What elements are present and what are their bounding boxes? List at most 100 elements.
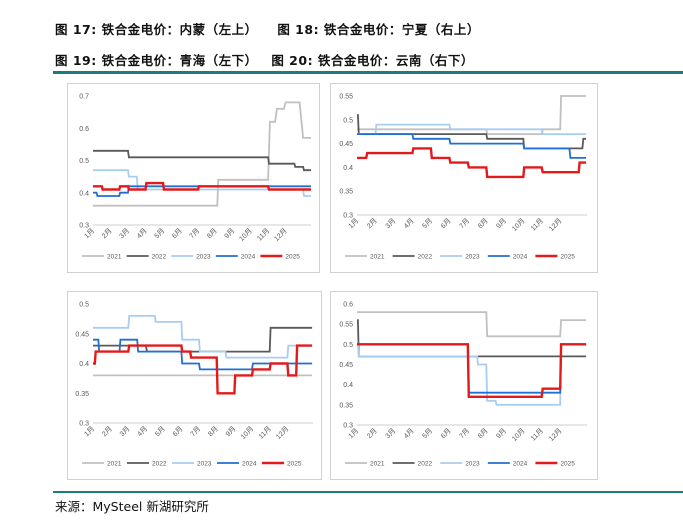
x-tick-label: 10月 (510, 427, 526, 443)
y-tick-label: 0.5 (79, 158, 89, 165)
figure-title-row-1: 图 17: 铁合金电价：内蒙（左上） 图 18: 铁合金电价：宁夏（右上） (55, 19, 480, 38)
legend-label-2022: 2022 (152, 460, 167, 467)
y-tick-label: 0.35 (339, 189, 353, 196)
legend-label-2023: 2023 (465, 253, 480, 260)
y-tick-label: 0.6 (79, 126, 89, 133)
series-2024-line (93, 185, 311, 197)
series-2024-line (93, 338, 313, 371)
x-tick-label: 10月 (510, 217, 526, 233)
chart-panel-inner-mongolia: 0.3 0.4 0.5 0.6 0.7 1月 2月 3月 4月 5月 6月 7月 8月 9月 10月 11月 1… (67, 83, 320, 273)
y-tick-label: 0.4 (79, 361, 89, 368)
x-tick-label: 5月 (153, 425, 166, 438)
x-tick-label: 9月 (495, 217, 508, 230)
x-tick-label: 3月 (118, 425, 131, 438)
legend-label-2021: 2021 (370, 460, 385, 467)
x-tick-label: 4月 (135, 227, 148, 240)
x-tick-label: 11月 (256, 227, 272, 243)
x-tick-label: 2月 (100, 227, 113, 240)
figure-17-title: 图 17: 铁合金电价：内蒙（左上） (55, 22, 258, 37)
y-tick-label: 0.3 (79, 421, 89, 428)
x-tick-label: 6月 (171, 425, 184, 438)
series-2021-line (357, 311, 587, 338)
x-tick-label: 7月 (458, 217, 471, 230)
series-2025-line (93, 181, 311, 191)
legend-label-2025: 2025 (560, 253, 575, 260)
legend-label-2024: 2024 (242, 460, 257, 467)
y-tick-label: 0.35 (339, 402, 353, 409)
x-tick-label: 4月 (136, 425, 149, 438)
x-tick-label: 8月 (205, 227, 218, 240)
y-tick-label: 0.45 (75, 331, 89, 338)
x-tick-label: 6月 (439, 217, 452, 230)
x-tick-label: 7月 (188, 227, 201, 240)
series-2024-line (357, 133, 587, 159)
legend-label-2021: 2021 (107, 460, 122, 467)
y-tick-label: 0.45 (339, 362, 353, 369)
y-tick-label: 0.55 (339, 322, 353, 329)
x-tick-label: 3月 (384, 427, 397, 440)
x-tick-label: 12月 (273, 227, 289, 243)
legend-label-2024: 2024 (513, 253, 528, 260)
y-tick-label: 0.35 (75, 391, 89, 398)
series-2025-line (93, 344, 313, 395)
y-tick-label: 0.4 (343, 382, 353, 389)
legend-label-2021: 2021 (107, 253, 122, 260)
legend-label-2025: 2025 (287, 460, 302, 467)
figure-18-title: 图 18: 铁合金电价：宁夏（右上） (277, 22, 480, 37)
legend-label-2023: 2023 (197, 460, 212, 467)
x-tick-label: 12月 (274, 425, 290, 441)
x-tick-label: 12月 (547, 217, 563, 233)
y-tick-label: 0.6 (343, 302, 353, 309)
series-2023-line (93, 169, 311, 197)
series-2021-line (93, 101, 311, 207)
x-tick-label: 3月 (118, 227, 131, 240)
y-tick-label: 0.3 (343, 423, 353, 430)
legend-label-2022: 2022 (418, 253, 433, 260)
y-tick-label: 0.55 (339, 94, 353, 101)
y-tick-label: 0.5 (343, 117, 353, 124)
series-2022-line (93, 149, 311, 172)
chart-panel-yunnan: 0.3 0.35 0.4 0.45 0.5 0.55 0.6 1月 2月 3月 4月 5月 6月 7月 8月… (330, 291, 598, 480)
x-tick-label: 8月 (476, 427, 489, 440)
series-2023-line (357, 343, 587, 406)
x-tick-label: 4月 (402, 427, 415, 440)
y-tick-label: 0.5 (343, 342, 353, 349)
x-tick-label: 4月 (402, 217, 415, 230)
legend-label-2022: 2022 (418, 460, 433, 467)
figure-title-row-2: 图 19: 铁合金电价：青海（左下） 图 20: 铁合金电价：云南（右下） (55, 50, 474, 69)
x-tick-label: 11月 (529, 427, 545, 443)
y-tick-label: 0.4 (79, 190, 89, 197)
y-tick-label: 0.3 (343, 213, 353, 220)
footer-divider (53, 491, 683, 493)
legend-label-2022: 2022 (152, 253, 167, 260)
chart-panel-qinghai: 0.3 0.35 0.4 0.45 0.5 1月 2月 3月 4月 5月 6月 7月 8月 9月 10月 11… (67, 291, 322, 480)
legend-label-2023: 2023 (465, 460, 480, 467)
x-tick-label: 10月 (239, 425, 255, 441)
y-tick-label: 0.45 (339, 141, 353, 148)
series-2023-line (357, 123, 587, 135)
x-tick-label: 7月 (458, 427, 471, 440)
x-tick-label: 10月 (238, 227, 254, 243)
x-tick-label: 8月 (207, 425, 220, 438)
header-divider (53, 71, 683, 74)
figure-20-title: 图 20: 铁合金电价：云南（右下） (271, 53, 474, 68)
chart-yunnan: 0.30.350.40.450.50.550.61月 2月 3月 4月 5月 6月 7月 8月… (339, 302, 587, 467)
x-tick-label: 6月 (439, 427, 452, 440)
x-tick-label: 9月 (223, 227, 236, 240)
x-tick-label: 7月 (189, 425, 202, 438)
legend-label-2025: 2025 (560, 460, 575, 467)
chart-panel-ningxia: 0.3 0.35 0.4 0.45 0.5 0.55 1月 2月 3月 4月 5月 6月 7月 8月 9月 1… (330, 83, 598, 273)
legend-label-2024: 2024 (513, 460, 528, 467)
x-tick-label: 2月 (100, 425, 113, 438)
legend-label-2023: 2023 (196, 253, 211, 260)
y-tick-label: 0.3 (79, 223, 89, 230)
y-tick-label: 0.4 (343, 165, 353, 172)
x-tick-label: 11月 (529, 217, 545, 233)
x-tick-label: 8月 (476, 217, 489, 230)
series-2023-line (93, 314, 313, 359)
x-tick-label: 2月 (365, 217, 378, 230)
y-tick-label: 0.7 (79, 94, 89, 101)
x-tick-label: 11月 (257, 425, 273, 441)
figure-19-title: 图 19: 铁合金电价：青海（左下） (55, 53, 258, 68)
